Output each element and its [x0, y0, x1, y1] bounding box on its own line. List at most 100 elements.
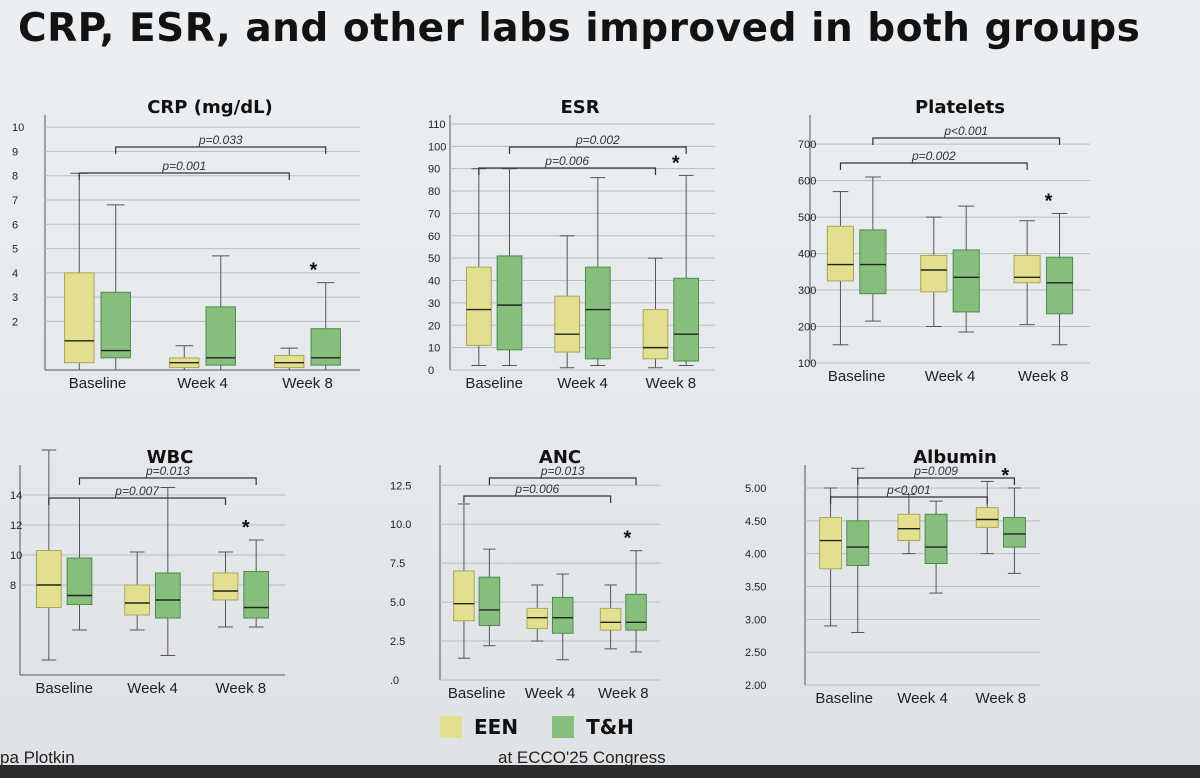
chart-crp-comparison-bracket — [78, 172, 290, 180]
chart-platelets-box-een-2 — [1013, 220, 1041, 326]
chart-albumin-ytick-label: 4.00 — [745, 549, 766, 561]
chart-wbc: WBC 14 12 10 8 Baseline Week 4 Week 8 p=0.013 p=0… — [0, 440, 380, 715]
iqr-box — [599, 607, 622, 631]
chart-crp-box-een-2 — [274, 347, 305, 371]
chart-crp-box-een-1 — [169, 345, 200, 371]
iqr-box — [310, 328, 341, 366]
chart-albumin-xtick-label: Week 8 — [976, 690, 1027, 707]
chart-crp-svg: CRP (mg/dL) 10 9 8 7 6 5 4 3 2 Baseline Week 4 Week … — [12, 97, 360, 392]
chart-esr-ytick-label: 70 — [428, 208, 440, 220]
chart-platelets-ytick-label: 600 — [798, 176, 816, 188]
chart-anc-box-een-0 — [453, 503, 475, 659]
chart-esr-ytick-label: 80 — [428, 186, 440, 198]
chart-platelets-xtick-label: Week 8 — [1018, 368, 1069, 385]
chart-crp-ytick-label: 2 — [12, 316, 18, 328]
chart-platelets-comparison-bracket — [839, 162, 1028, 170]
chart-crp-ytick-label: 3 — [12, 292, 18, 304]
iqr-box — [124, 584, 151, 616]
chart-albumin-ytick-label: 3.50 — [745, 581, 766, 593]
chart-platelets-box-th-1 — [952, 205, 980, 333]
iqr-box — [846, 520, 870, 566]
legend-item-een: EEN — [440, 715, 518, 739]
iqr-box — [478, 576, 501, 626]
chart-anc-box-th-2 — [625, 550, 647, 653]
chart-esr-ytick-label: 110 — [428, 119, 446, 131]
chart-albumin-xtick-label: Week 4 — [897, 690, 948, 707]
chart-wbc-xtick-label: Week 8 — [216, 680, 267, 697]
chart-platelets-xtick-label: Week 4 — [925, 368, 976, 385]
chart-esr-box-th-1 — [584, 177, 611, 367]
iqr-box — [625, 593, 647, 631]
chart-esr-significance-star: * — [672, 152, 680, 174]
chart-anc-box-een-1 — [526, 584, 549, 642]
chart-anc-significance-star: * — [624, 528, 632, 550]
iqr-box — [819, 517, 843, 570]
chart-esr-ytick-label: 0 — [428, 365, 434, 377]
iqr-box — [496, 255, 523, 351]
chart-crp-ytick-label: 9 — [12, 146, 18, 158]
iqr-box — [526, 607, 549, 630]
chart-platelets-box-th-2 — [1045, 212, 1074, 346]
chart-anc-ytick-label: 2.5 — [390, 636, 405, 648]
chart-esr-xtick-label: Week 4 — [557, 375, 608, 392]
iqr-box — [826, 225, 855, 282]
chart-anc-xtick-label: Week 4 — [525, 685, 576, 702]
chart-crp-xtick-label: Baseline — [69, 375, 127, 392]
chart-platelets-title: Platelets — [915, 97, 1005, 118]
legend-label-th: T&H — [586, 715, 634, 739]
chart-wbc-ytick-label: 8 — [10, 580, 16, 592]
chart-albumin-ytick-label: 2.50 — [745, 647, 766, 659]
chart-esr-ytick-label: 30 — [428, 298, 440, 310]
iqr-box — [212, 572, 239, 601]
chart-platelets-p-value: p=0.002 — [911, 149, 956, 163]
chart-platelets-ytick-label: 300 — [798, 285, 816, 297]
chart-wbc-xtick-label: Week 4 — [127, 680, 178, 697]
chart-crp-box-th-1 — [205, 255, 236, 371]
chart-anc-p-value: p=0.006 — [514, 482, 559, 496]
legend-label-een: EEN — [474, 715, 519, 739]
chart-anc-ytick-label: 5.0 — [390, 597, 405, 609]
chart-wbc-title: WBC — [147, 447, 194, 468]
chart-wbc-comparison-bracket — [78, 477, 257, 485]
chart-esr: ESR 110 100 90 80 70 60 50 40 30 20 10 0 Baseline Week… — [380, 85, 760, 410]
chart-albumin-ytick-label: 2.00 — [745, 680, 766, 692]
chart-esr-box-een-0 — [465, 168, 492, 367]
chart-albumin-box-th-2 — [1002, 487, 1026, 574]
chart-crp-box-th-0 — [100, 204, 131, 371]
chart-crp-title: CRP (mg/dL) — [147, 97, 273, 118]
chart-esr-xtick-label: Baseline — [465, 375, 523, 392]
iqr-box — [154, 572, 181, 619]
chart-anc-p-value: p=0.013 — [540, 464, 585, 478]
chart-crp-comparison-bracket — [115, 146, 327, 154]
chart-anc-box-th-0 — [478, 548, 501, 647]
iqr-box — [1045, 256, 1074, 315]
chart-crp-significance-star: * — [309, 260, 317, 282]
chart-albumin-p-value: p<0.001 — [886, 483, 931, 497]
chart-platelets-xtick-label: Baseline — [828, 368, 886, 385]
chart-albumin-significance-star: * — [1001, 465, 1009, 487]
iqr-box — [952, 249, 980, 313]
chart-anc: ANC 12.5 10.0 7.5 5.0 2.5 .0 Baseline Week 4 Week… — [370, 440, 750, 715]
chart-esr-xtick-label: Week 8 — [646, 375, 697, 392]
chart-platelets-comparison-bracket — [872, 137, 1061, 145]
chart-crp-ytick-label: 10 — [12, 122, 24, 134]
iqr-box — [205, 306, 236, 366]
chart-albumin-comparison-bracket — [857, 477, 1016, 485]
chart-wbc-box-een-1 — [124, 551, 151, 631]
chart-crp-box-th-2 — [310, 282, 341, 371]
chart-esr-ytick-label: 50 — [428, 253, 440, 265]
chart-platelets-ytick-label: 400 — [798, 249, 816, 261]
iqr-box — [100, 291, 131, 359]
chart-albumin-xtick-label: Baseline — [815, 690, 873, 707]
chart-albumin-p-value: p=0.009 — [913, 464, 958, 478]
iqr-box — [584, 266, 611, 360]
iqr-box — [924, 513, 948, 565]
chart-anc-ytick-label: 7.5 — [390, 558, 405, 570]
chart-platelets-ytick-label: 100 — [798, 358, 816, 370]
chart-albumin-box-een-0 — [819, 487, 843, 627]
chart-platelets: Platelets 700 600 500 400 300 200 100 Baseline We… — [760, 85, 1140, 410]
iqr-box — [1002, 517, 1026, 548]
chart-crp-ytick-label: 6 — [12, 219, 18, 231]
chart-anc-xtick-label: Week 8 — [598, 685, 649, 702]
chart-albumin-box-een-1 — [897, 494, 921, 555]
